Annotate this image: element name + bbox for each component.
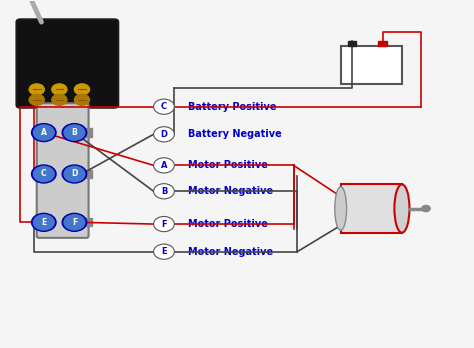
Circle shape	[52, 84, 67, 95]
Bar	[34, 218, 39, 227]
Text: Battery Positive: Battery Positive	[188, 102, 276, 112]
Circle shape	[64, 215, 85, 230]
Text: B: B	[161, 187, 167, 196]
Circle shape	[29, 84, 44, 95]
Circle shape	[422, 205, 430, 212]
Text: C: C	[161, 102, 167, 111]
Text: A: A	[41, 128, 47, 137]
Text: E: E	[161, 247, 167, 256]
Text: D: D	[71, 169, 78, 179]
Bar	[34, 170, 39, 178]
Bar	[378, 41, 387, 46]
FancyBboxPatch shape	[36, 103, 89, 238]
Circle shape	[74, 94, 90, 105]
Circle shape	[154, 127, 174, 142]
Text: Battery Negative: Battery Negative	[188, 129, 281, 139]
Text: Motor Negative: Motor Negative	[188, 247, 273, 257]
Text: Motor Positive: Motor Positive	[188, 219, 267, 229]
Circle shape	[34, 125, 54, 140]
Circle shape	[154, 158, 174, 173]
Circle shape	[34, 166, 54, 182]
Text: D: D	[161, 130, 167, 139]
Text: Motor Negative: Motor Negative	[188, 186, 273, 196]
Circle shape	[52, 94, 67, 105]
Circle shape	[154, 99, 174, 114]
Circle shape	[32, 165, 56, 183]
Circle shape	[154, 184, 174, 199]
Bar	[86, 128, 92, 137]
Text: F: F	[72, 218, 77, 227]
Text: B: B	[72, 128, 77, 137]
Text: E: E	[41, 218, 46, 227]
Ellipse shape	[394, 184, 410, 233]
Circle shape	[62, 165, 87, 183]
Bar	[348, 41, 356, 46]
Circle shape	[34, 215, 54, 230]
Text: C: C	[41, 169, 46, 179]
Circle shape	[64, 166, 85, 182]
Circle shape	[64, 125, 85, 140]
Bar	[341, 46, 402, 84]
Circle shape	[74, 84, 90, 95]
Circle shape	[62, 124, 87, 142]
Circle shape	[62, 213, 87, 231]
FancyBboxPatch shape	[17, 19, 118, 108]
Circle shape	[29, 94, 44, 105]
Bar	[86, 218, 92, 227]
Text: Motor Positive: Motor Positive	[188, 160, 267, 171]
Text: F: F	[161, 220, 167, 229]
Bar	[86, 170, 92, 178]
Circle shape	[154, 244, 174, 259]
Text: A: A	[161, 161, 167, 170]
Circle shape	[32, 213, 56, 231]
Bar	[34, 128, 39, 137]
Circle shape	[154, 216, 174, 232]
Bar	[341, 184, 402, 233]
Circle shape	[32, 124, 56, 142]
Ellipse shape	[335, 187, 346, 230]
